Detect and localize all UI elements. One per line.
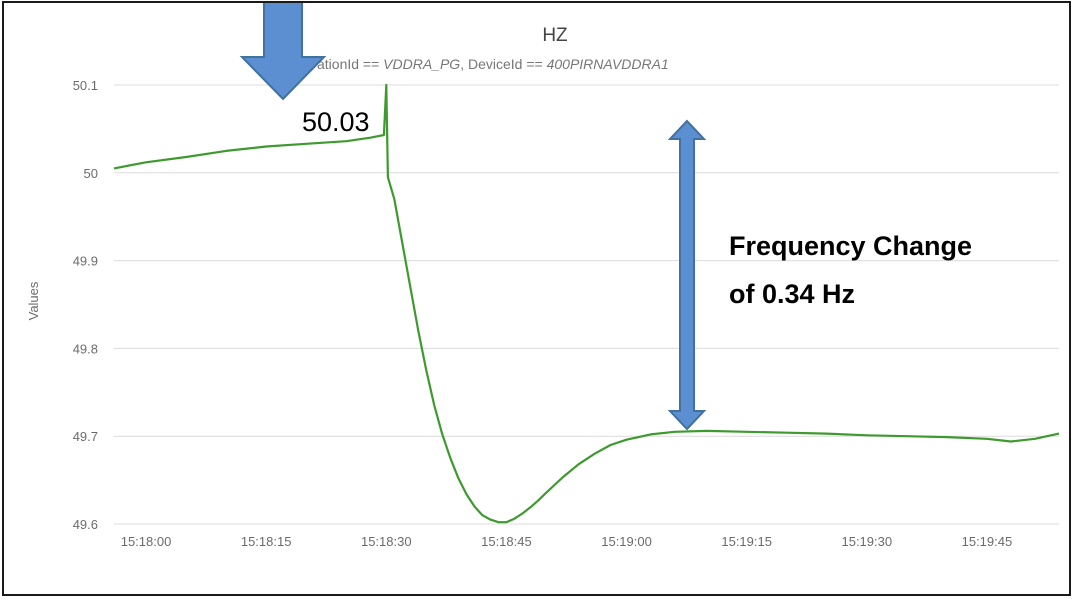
y-tick-labels: 50.1 50 49.9 49.8 49.7 49.6	[73, 78, 98, 532]
y-tick-label: 49.6	[73, 517, 98, 532]
frequency-change-annotation-line1: Frequency Change	[729, 231, 973, 261]
y-tick-label: 50	[84, 166, 98, 181]
series-layer	[113, 83, 1060, 524]
y-tick-label: 50.1	[73, 78, 98, 93]
x-tick-label: 15:19:15	[721, 534, 772, 549]
y-tick-label: 49.9	[73, 254, 98, 269]
x-tick-label: 15:18:00	[121, 534, 172, 549]
chart-subtitle: ationId == VDDRA_PG, DeviceId == 400PIRN…	[317, 56, 669, 72]
subtitle-part-3: , DeviceId ==	[460, 56, 546, 72]
x-tick-label: 15:18:30	[361, 534, 412, 549]
y-tick-label: 49.7	[73, 429, 98, 444]
x-tick-label: 15:18:15	[241, 534, 292, 549]
x-tick-label: 15:19:30	[841, 534, 892, 549]
x-tick-label: 15:18:45	[481, 534, 532, 549]
x-tick-label: 15:19:45	[962, 534, 1013, 549]
x-tick-labels: 15:18:00 15:18:15 15:18:30 15:18:45 15:19:00…	[121, 534, 1012, 549]
frequency-series-line	[113, 83, 1060, 524]
frequency-change-annotation-line2: of 0.34 Hz	[729, 279, 856, 309]
y-axis-label: Values	[26, 281, 41, 320]
x-tick-label: 15:19:00	[601, 534, 652, 549]
spike-value-annotation: 50.03	[302, 107, 370, 137]
subtitle-part-4: 400PIRNAVDDRA1	[547, 56, 669, 72]
down-arrow-icon	[239, 3, 327, 101]
grid-layer	[114, 84, 1059, 525]
chart-title: HZ	[542, 25, 568, 46]
subtitle-part-1: ationId ==	[317, 56, 383, 72]
y-tick-label: 49.8	[73, 341, 98, 356]
subtitle-part-2: VDDRA_PG	[383, 56, 460, 72]
double-arrow-icon	[667, 119, 707, 431]
